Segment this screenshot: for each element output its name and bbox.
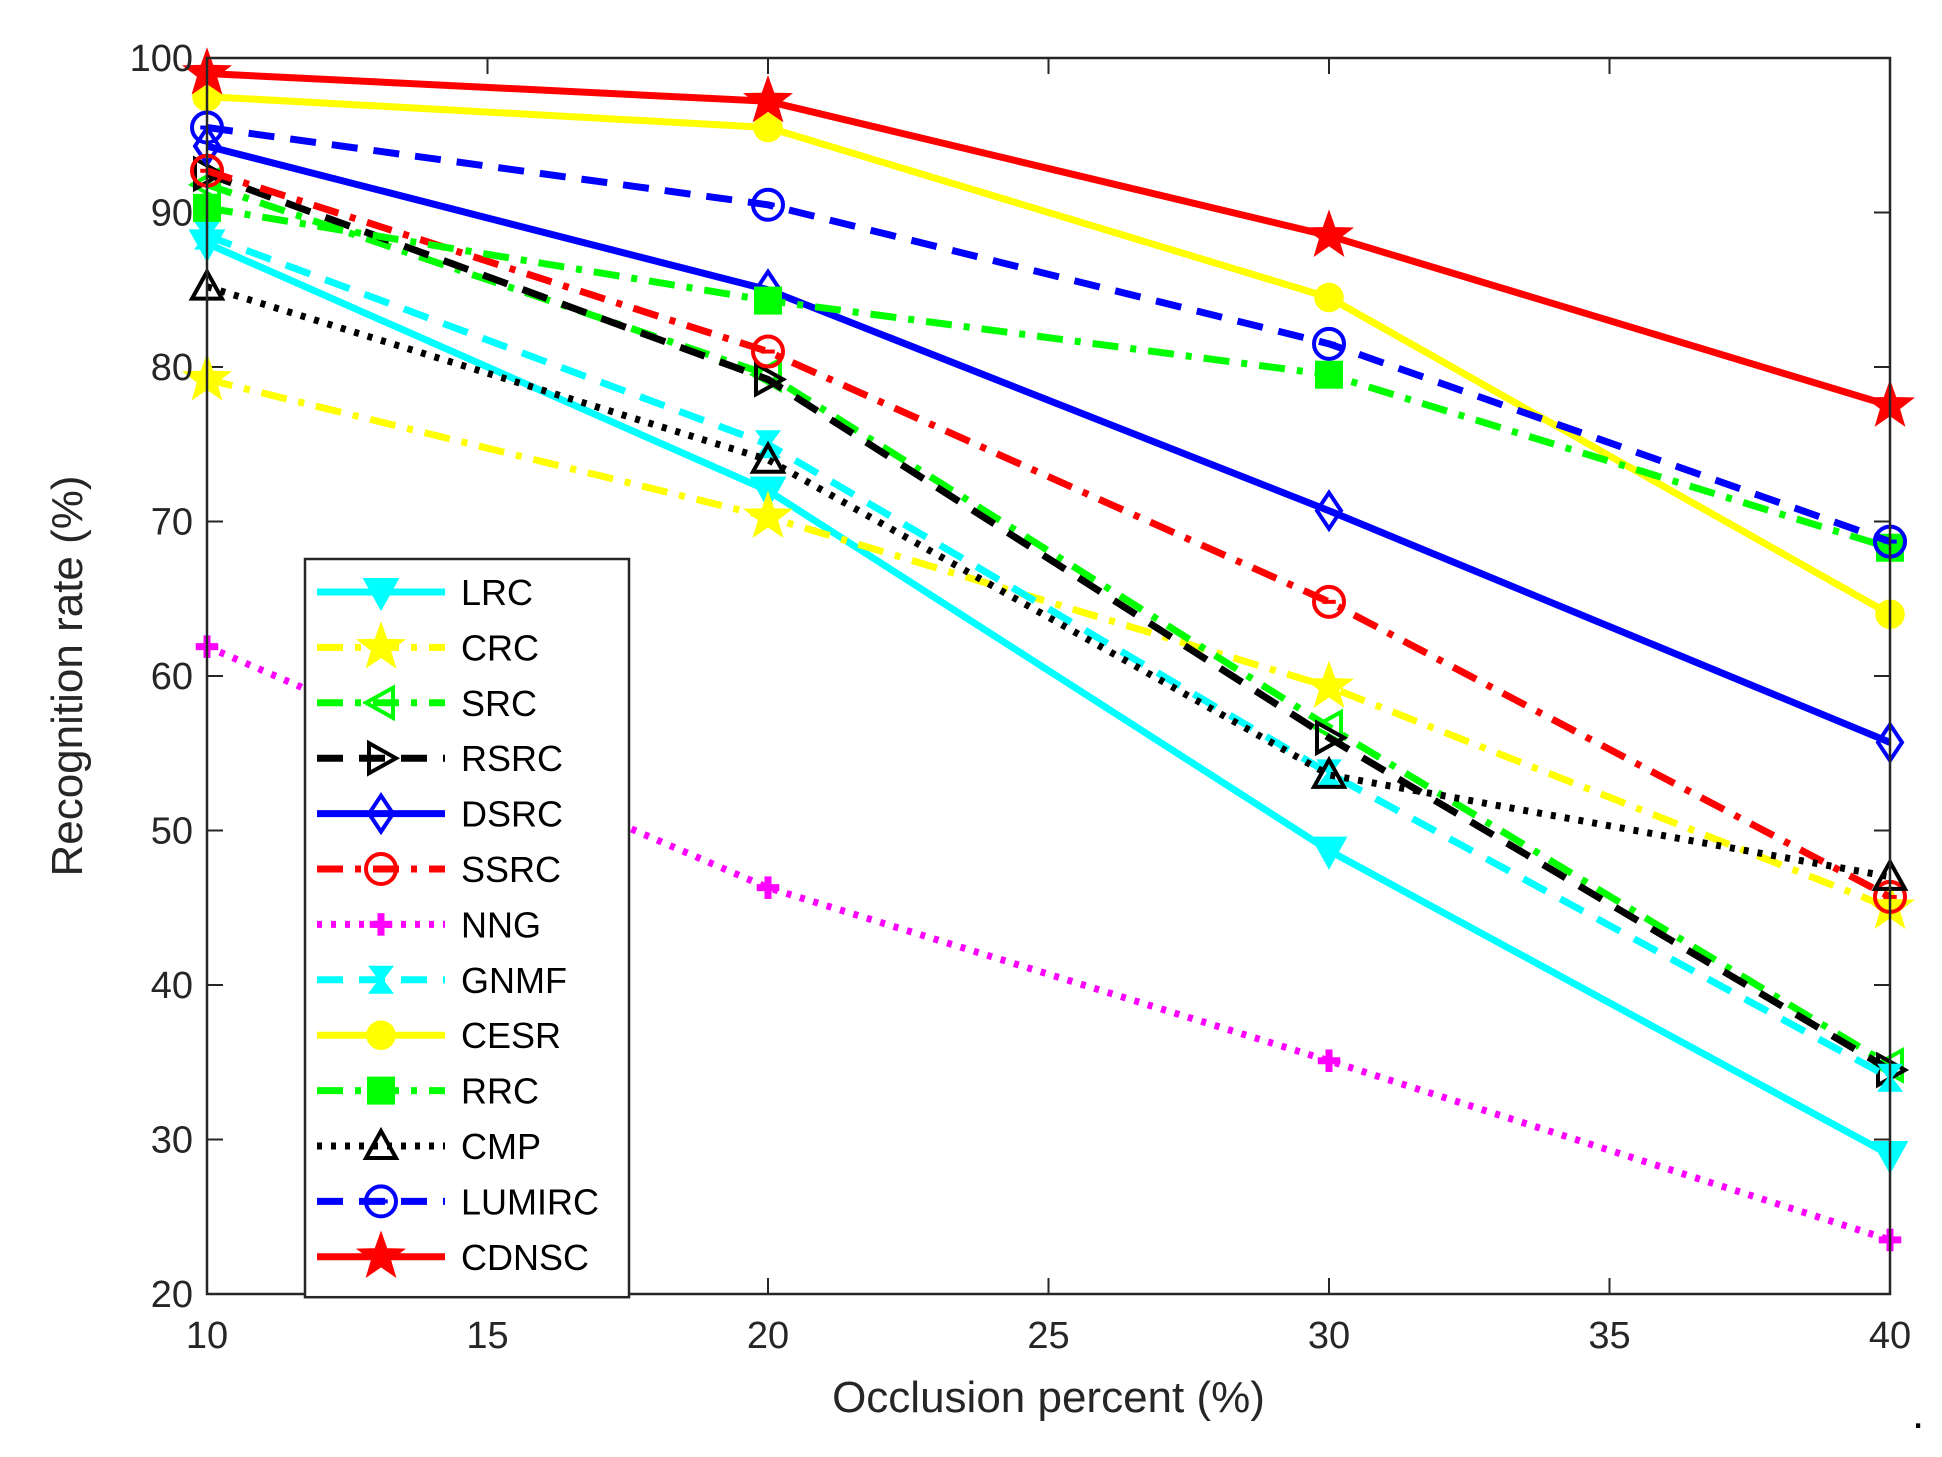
data-point-marker: [362, 578, 400, 612]
y-tick-label: 50: [151, 811, 193, 853]
y-tick-label: 80: [151, 347, 193, 389]
data-point-marker: [1303, 209, 1355, 257]
x-tick-label: 35: [1588, 1315, 1630, 1357]
data-point-marker: [742, 490, 794, 539]
series-line: [205, 240, 1892, 1159]
series-line: [206, 124, 1892, 545]
data-point-marker: [187, 166, 221, 204]
data-point-marker: [355, 1230, 407, 1279]
data-point-marker: [368, 965, 394, 994]
legend-label: RSRC: [461, 738, 563, 779]
legend-item: CMP: [317, 1126, 541, 1167]
legend-label: CESR: [461, 1015, 561, 1056]
y-tick-label: 60: [151, 656, 193, 698]
legend-item: LRC: [317, 572, 533, 613]
legend-label: LUMIRC: [461, 1181, 599, 1222]
legend-item: CDNSC: [317, 1230, 589, 1279]
legend-item: GNMF: [317, 960, 567, 1001]
data-point-marker: [1310, 836, 1348, 870]
data-point-marker: [193, 155, 227, 193]
y-tick-label: 20: [151, 1274, 193, 1316]
y-tick-label: 30: [151, 1120, 193, 1162]
data-point-marker: [1315, 360, 1343, 389]
legend-item: CESR: [317, 1015, 561, 1056]
data-point-marker: [364, 852, 398, 886]
y-tick-label: 90: [151, 193, 193, 235]
x-tick-label: 20: [747, 1315, 789, 1357]
series-layer: [181, 47, 1916, 1252]
legend-item: CRC: [317, 621, 539, 669]
data-point-marker: [361, 684, 395, 722]
data-point-marker: [355, 621, 407, 669]
x-tick-label: 15: [466, 1315, 508, 1357]
legend-label: CDNSC: [461, 1237, 589, 1278]
data-point-marker: [742, 74, 794, 123]
series-line: [205, 167, 1892, 900]
x-tick-label: 40: [1869, 1315, 1911, 1357]
legend-label: CRC: [461, 627, 539, 668]
data-point-marker: [366, 1020, 396, 1050]
plot-frame: [205, 56, 1892, 1296]
x-tick-label: 10: [186, 1315, 228, 1357]
data-point-marker: [367, 739, 401, 777]
data-point-marker: [364, 1184, 398, 1219]
series-line: [206, 142, 1892, 746]
legend-item: SRC: [317, 683, 537, 724]
data-point-marker: [749, 440, 787, 474]
series-line: [206, 93, 1892, 618]
series-line: [205, 283, 1891, 881]
legend-box: [303, 557, 631, 1299]
y-tick-label: 40: [151, 965, 193, 1007]
legend-item: RRC: [317, 1071, 539, 1112]
legend-label: SSRC: [461, 849, 561, 890]
series-line: [205, 170, 1892, 1074]
y-axis-title: Recognition rate (%): [43, 475, 92, 876]
data-point-marker: [754, 286, 782, 315]
legend-label: LRC: [461, 572, 533, 613]
data-point-marker: [754, 360, 788, 398]
x-tick-label: 25: [1027, 1315, 1069, 1357]
data-point-marker: [753, 112, 783, 143]
x-tick-label: 30: [1308, 1315, 1350, 1357]
legend-label: DSRC: [461, 794, 563, 835]
legend-item: DSRC: [317, 791, 563, 836]
y-tick-label: 70: [151, 502, 193, 544]
data-point-marker: [362, 1126, 400, 1160]
y-tick-label: 100: [130, 38, 193, 80]
legend-label: NNG: [461, 904, 541, 945]
data-point-marker: [367, 1076, 395, 1105]
legend-label: CMP: [461, 1126, 541, 1167]
series-lumirc: [190, 110, 1907, 559]
series-line: [205, 232, 1892, 1081]
data-point-marker: [366, 791, 396, 836]
data-point-marker: [1310, 755, 1348, 789]
data-point-marker: [1312, 326, 1346, 361]
series-line: [206, 204, 1892, 552]
data-point-marker: [1304, 660, 1354, 709]
data-point-marker: [1314, 282, 1344, 313]
data-point-marker: [751, 334, 785, 369]
data-point-marker: [751, 187, 785, 222]
legend-label: SRC: [461, 683, 537, 724]
legend-item: SSRC: [317, 849, 561, 890]
tick-labels: 10 15 20 25 30 35 40 20 30 40 50 60 70 80 90 100: [130, 38, 1912, 1357]
legend-item: RSRC: [317, 738, 563, 779]
x-axis-title: Occlusion percent (%): [832, 1373, 1265, 1422]
data-point-marker: [1315, 719, 1349, 757]
series-line: [206, 70, 1892, 409]
legend: LRC CRC SRC RSRC DSRC SSRC NNG GNMF CESR RRC CMP LU…: [303, 557, 631, 1299]
legend-item: LUMIRC: [317, 1181, 599, 1222]
series-line: [206, 376, 1892, 912]
footer-mark: .: [1912, 1389, 1924, 1438]
data-point-marker: [1314, 489, 1344, 533]
legend-label: GNMF: [461, 960, 567, 1001]
legend-label: RRC: [461, 1071, 539, 1112]
data-point-marker: [1312, 584, 1346, 619]
legend-item: NNG: [317, 904, 541, 945]
